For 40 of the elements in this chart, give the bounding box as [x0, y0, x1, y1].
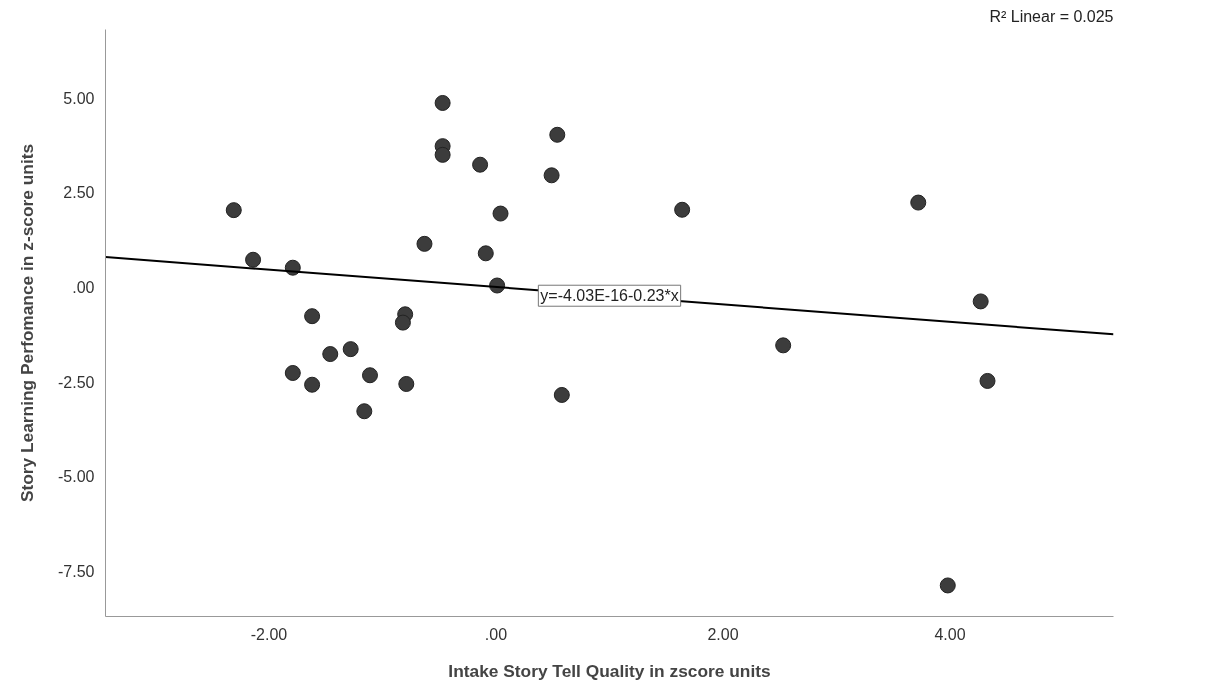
x-tick-label: .00 — [484, 625, 508, 643]
point — [543, 167, 560, 184]
point — [492, 205, 509, 222]
point — [549, 126, 566, 143]
x-tick-label: 4.00 — [934, 625, 966, 643]
point — [398, 375, 415, 392]
point — [434, 146, 451, 163]
point — [322, 346, 339, 363]
point — [553, 386, 570, 403]
point — [910, 194, 927, 211]
x-tick-label: -2.00 — [250, 625, 288, 643]
point — [416, 235, 433, 252]
point — [477, 245, 494, 262]
y-tick-label: -2.50 — [58, 373, 95, 391]
y-tick-label: .00 — [72, 279, 95, 297]
point — [342, 341, 359, 358]
point — [225, 202, 242, 219]
x-tick-label: 2.00 — [707, 625, 739, 643]
point — [394, 314, 411, 331]
point — [434, 94, 451, 111]
point — [304, 376, 321, 393]
y-tick-label: 5.00 — [63, 89, 95, 107]
point — [245, 251, 262, 268]
annotation: y=-4.03E-16-0.23*x — [540, 287, 679, 305]
point — [361, 367, 378, 384]
point — [939, 577, 956, 594]
point — [472, 156, 489, 173]
text: R² Linear = 0.025 — [989, 7, 1114, 25]
point — [979, 372, 996, 389]
point — [972, 293, 989, 310]
point — [356, 403, 373, 420]
point — [284, 365, 301, 381]
y-axis-title: Story Learning Perfomance in z-score units — [17, 143, 38, 503]
point — [775, 337, 792, 354]
point — [304, 308, 321, 325]
y-tick-label: -7.50 — [58, 563, 95, 581]
y-tick-label: -5.00 — [58, 468, 95, 486]
y-tick-label: 2.50 — [63, 184, 95, 202]
point — [674, 201, 691, 218]
x-axis-title: Intake Story Tell Quality in zscore units — [448, 660, 771, 681]
